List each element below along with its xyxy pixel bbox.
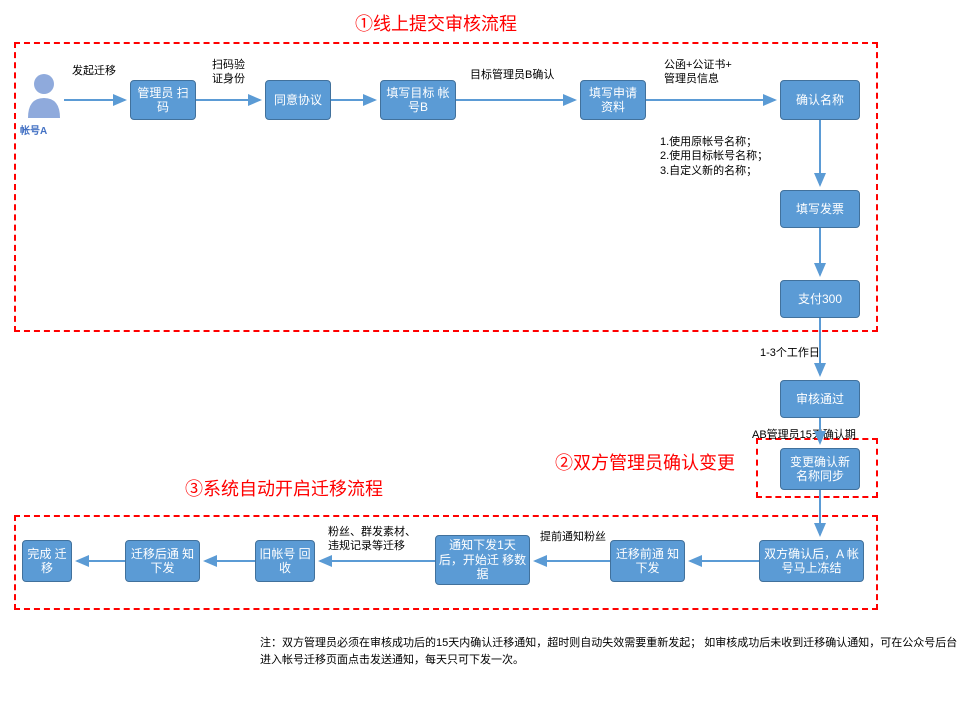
label-notify-fans: 提前通知粉丝 [540, 530, 606, 544]
footnote: 注：双方管理员必须在审核成功后的15天内确认迁移通知，超时则自动失效需要重新发起… [260, 635, 960, 668]
node-admin-scan: 管理员 扫码 [130, 80, 196, 120]
node-audit-pass: 审核通过 [780, 380, 860, 418]
section-title-1: ①线上提交审核流程 [355, 10, 517, 36]
label-name-options: 1.使用原帐号名称； 2.使用目标帐号名称； 3.自定义新的名称； [660, 135, 768, 178]
node-start-migrate: 通知下发1天 后，开始迁 移数据 [435, 535, 530, 585]
section-title-3: ③系统自动开启迁移流程 [185, 475, 383, 501]
node-confirm-name: 确认名称 [780, 80, 860, 120]
label-scan-verify: 扫码验 证身份 [212, 58, 245, 87]
node-fill-apply: 填写申请 资料 [580, 80, 646, 120]
section-title-2: ②双方管理员确认变更 [555, 449, 735, 475]
node-recycle-old: 旧帐号 回收 [255, 540, 315, 582]
node-complete: 完成 迁移 [22, 540, 72, 582]
node-change-confirm: 变更确认新 名称同步 [780, 448, 860, 490]
node-pay-300: 支付300 [780, 280, 860, 318]
avatar-label: 帐号A [20, 122, 47, 137]
node-agree: 同意协议 [265, 80, 331, 120]
label-15day: AB管理员15天确认期 [752, 428, 856, 442]
label-target-confirm: 目标管理员B确认 [470, 68, 554, 82]
node-pre-notify: 迁移前通 知下发 [610, 540, 685, 582]
label-migrate-items: 粉丝、群发素材、 违规记录等迁移 [328, 525, 416, 554]
node-both-confirm: 双方确认后，A 帐号马上冻结 [759, 540, 864, 582]
node-fill-target: 填写目标 帐号B [380, 80, 456, 120]
avatar-icon [24, 70, 64, 118]
label-workdays: 1-3个工作日 [760, 346, 820, 360]
node-post-notify: 迁移后通 知下发 [125, 540, 200, 582]
label-initiate: 发起迁移 [72, 64, 116, 78]
node-fill-invoice: 填写发票 [780, 190, 860, 228]
label-docs: 公函+公证书+ 管理员信息 [664, 58, 732, 87]
